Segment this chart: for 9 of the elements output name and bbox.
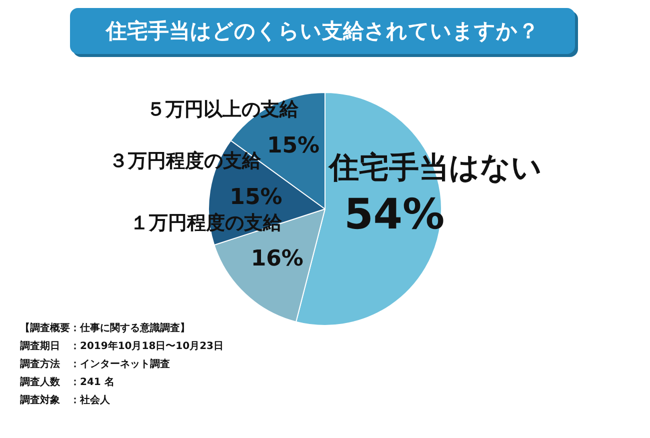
text: 調査期日 ：2019年10月18日〜10月23日 bbox=[20, 339, 224, 354]
data-label: 15% bbox=[230, 184, 282, 210]
text: 調査対象 ：社会人 bbox=[20, 393, 111, 408]
data-label: 16% bbox=[250, 246, 304, 272]
chart-title: 住宅手当はどのくらい支給されていますか？ bbox=[106, 18, 539, 45]
data-label: 15% bbox=[266, 133, 320, 158]
text: 調査方法 ：インターネット調査 bbox=[20, 357, 171, 372]
text: 調査人数 ：241 名 bbox=[20, 375, 116, 390]
text: 【調査概要：仕事に関する意識調査】 bbox=[20, 321, 191, 336]
